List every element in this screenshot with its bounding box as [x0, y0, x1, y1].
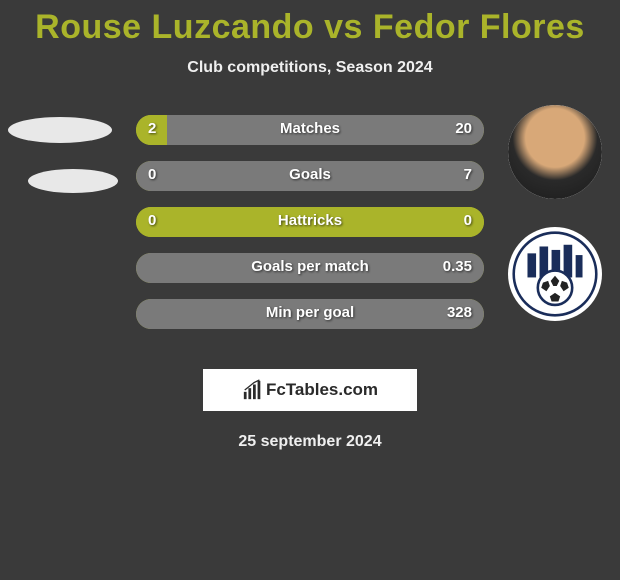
right-player-images: [508, 105, 602, 349]
stat-row: Goals per match0.35: [136, 253, 484, 283]
comparison-bars: Matches220 Goals07 Hattricks00 Goals per ma…: [136, 115, 484, 345]
bar-track: [136, 299, 484, 329]
stat-row: Goals07: [136, 161, 484, 191]
subtitle: Club competitions, Season 2024: [0, 59, 620, 77]
bar-track: [136, 161, 484, 191]
brand-label: FcTables.com: [266, 380, 378, 400]
stat-row: Matches220: [136, 115, 484, 145]
player-photo: [508, 105, 602, 199]
player-placeholder-icon: [8, 117, 112, 143]
bar-right-fill: [167, 115, 484, 145]
bar-left-fill: [136, 115, 167, 145]
bar-right-fill: [136, 253, 484, 283]
bar-track: [136, 115, 484, 145]
page-title: Rouse Luzcando vs Fedor Flores: [0, 0, 620, 47]
stats-area: Matches220 Goals07 Hattricks00 Goals per ma…: [0, 111, 620, 351]
stat-row: Hattricks00: [136, 207, 484, 237]
team-logo: [508, 227, 602, 321]
team-logo-icon: [512, 231, 598, 317]
bar-track: [136, 207, 484, 237]
team-placeholder-icon: [28, 169, 118, 193]
stat-row: Min per goal328: [136, 299, 484, 329]
bar-right-fill: [136, 299, 484, 329]
bar-track: [136, 253, 484, 283]
bar-left-fill: [136, 207, 484, 237]
left-player-images: [8, 105, 118, 193]
chart-icon: [242, 379, 264, 401]
brand-box: FcTables.com: [203, 369, 417, 411]
bar-right-fill: [136, 161, 484, 191]
date-label: 25 september 2024: [0, 433, 620, 451]
